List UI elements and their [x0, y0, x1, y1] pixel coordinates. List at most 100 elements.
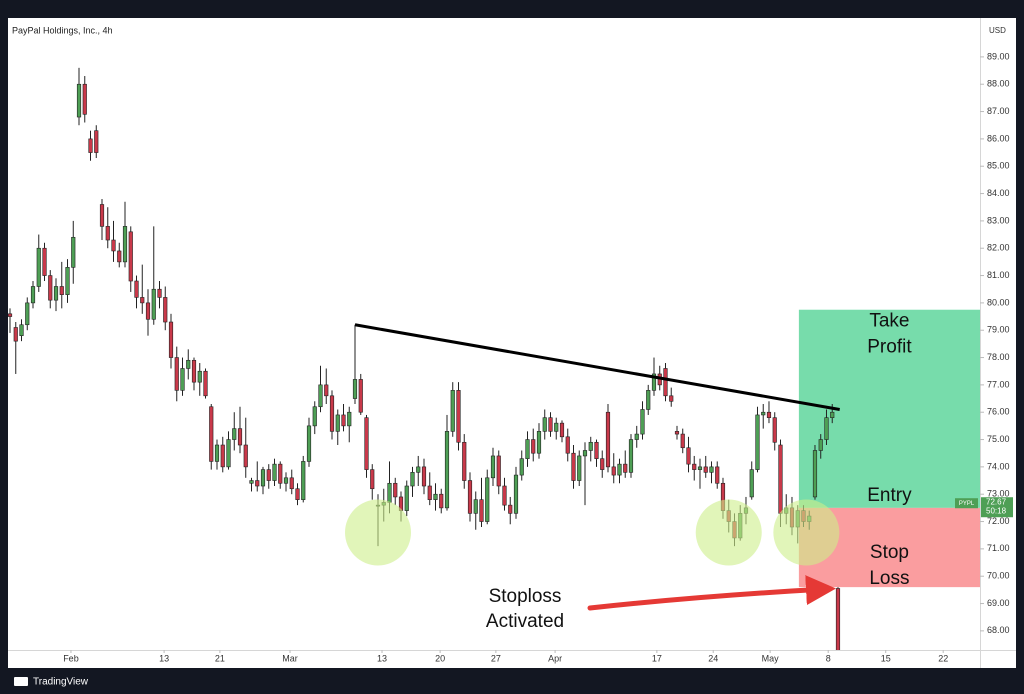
candle-body — [617, 463, 622, 476]
candle-body — [669, 395, 674, 402]
candle-body — [180, 368, 185, 391]
candle-body — [99, 204, 105, 227]
candle-body — [456, 390, 461, 443]
candle-body — [145, 302, 151, 320]
x-tick-label: 20 — [435, 653, 445, 663]
candle-body — [209, 406, 214, 462]
candle-body — [496, 455, 501, 487]
candle-body — [611, 466, 616, 476]
candle-body — [513, 474, 519, 514]
candle-body — [8, 313, 13, 317]
candle-body — [600, 458, 605, 470]
y-tick-label: 81.00 — [987, 270, 1010, 280]
candle-body — [634, 433, 639, 440]
candle-body — [191, 359, 197, 383]
candle-body — [525, 439, 530, 459]
annotations: Stoploss Activated — [486, 575, 836, 632]
candle-body — [427, 485, 432, 500]
candle-body — [36, 247, 41, 287]
candle-body — [266, 469, 271, 481]
candle-body — [812, 450, 818, 498]
candle-body — [433, 493, 438, 500]
zone-label: Take — [869, 311, 909, 332]
candle-body — [25, 302, 30, 326]
candle-body — [312, 406, 317, 427]
candle-body — [151, 288, 156, 320]
candle-body — [692, 463, 697, 470]
chart-title: PayPal Holdings, Inc., 4h — [12, 25, 113, 35]
y-tick-label: 84.00 — [987, 188, 1010, 198]
x-tick-label: Mar — [282, 653, 298, 663]
highlight-circle — [773, 499, 840, 566]
candle-body — [830, 411, 835, 418]
candle-body — [134, 280, 139, 298]
candle-body — [370, 469, 375, 490]
candle-body — [778, 444, 783, 514]
zone-label: Stop — [870, 542, 909, 563]
brand-name: TradingView — [33, 677, 89, 688]
zone-label: Loss — [869, 568, 909, 589]
candle-body — [519, 458, 524, 476]
candle-body — [605, 411, 611, 468]
y-tick-label: 73.00 — [987, 489, 1010, 499]
x-tick-label: 15 — [881, 653, 891, 663]
candle-body — [531, 439, 536, 454]
x-tick-label: 13 — [377, 653, 387, 663]
candle-body — [571, 452, 576, 481]
y-tick-label: 74.00 — [987, 461, 1010, 471]
candle-body — [278, 463, 283, 484]
y-tick-label: 70.00 — [987, 571, 1010, 581]
candle-body — [335, 414, 340, 432]
price-tag — [981, 497, 1013, 518]
x-tick-label: May — [762, 653, 780, 663]
candle-body — [174, 357, 179, 391]
x-tick-label: 13 — [159, 653, 169, 663]
candle-body — [588, 441, 593, 451]
candle-body — [628, 439, 634, 473]
candle-body — [19, 324, 24, 336]
candle-body — [13, 327, 18, 342]
x-tick-label: 27 — [491, 653, 501, 663]
note-line: Activated — [486, 611, 564, 632]
plot-area — [8, 67, 980, 650]
candle-body — [289, 477, 294, 490]
candle-body — [105, 226, 110, 241]
candle-body — [168, 321, 174, 358]
candle-body — [393, 482, 398, 498]
candle-body — [117, 250, 122, 263]
candle-body — [559, 422, 565, 438]
candle-body — [421, 466, 427, 487]
candle-body — [444, 431, 450, 509]
candle-body — [226, 439, 231, 468]
candle-body — [329, 395, 335, 432]
candle-body — [508, 504, 513, 514]
note-line: Stoploss — [489, 586, 562, 607]
brand-logo — [14, 677, 28, 686]
candle-body — [341, 414, 346, 427]
candle-body — [450, 390, 455, 432]
candle-body — [82, 83, 87, 115]
price-tag-label: 72.67 — [986, 497, 1007, 506]
candle-body — [324, 384, 329, 397]
candle-body — [703, 466, 708, 473]
candle-body — [582, 450, 588, 457]
candle-body — [554, 422, 559, 432]
y-tick-label: 75.00 — [987, 434, 1010, 444]
candle-body — [283, 477, 289, 484]
candle-body — [232, 428, 237, 440]
candle-body — [306, 425, 312, 462]
candle-body — [479, 499, 484, 522]
candle-body — [761, 411, 766, 416]
candle-body — [490, 455, 496, 479]
candle-body — [76, 83, 82, 118]
zone-label: Profit — [867, 337, 912, 358]
candle-body — [548, 417, 553, 432]
candle-body — [301, 461, 306, 500]
candle-body — [565, 436, 570, 454]
entry-label: Entry — [867, 485, 912, 506]
y-tick-label: 71.00 — [987, 543, 1010, 553]
candle-body — [485, 477, 490, 522]
y-tick-label: 78.00 — [987, 352, 1010, 362]
candle-body — [140, 297, 145, 304]
